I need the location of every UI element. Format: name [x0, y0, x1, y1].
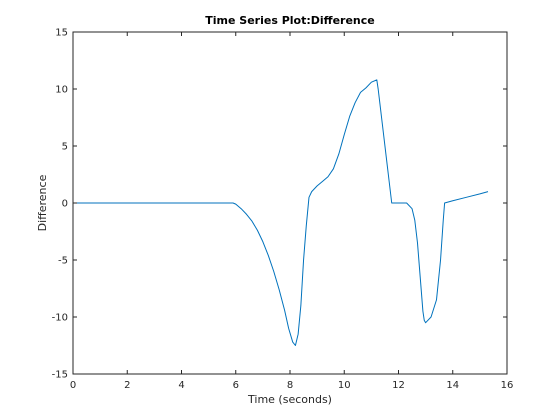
y-tick-label: -5 — [58, 256, 68, 267]
y-tick-label: 5 — [62, 142, 68, 153]
y-axis-label: Difference — [36, 174, 49, 231]
y-tick-label: 0 — [62, 199, 68, 210]
series-line — [73, 79, 489, 346]
x-tick-label: 16 — [501, 380, 514, 391]
x-tick-label: 0 — [70, 380, 76, 391]
x-tick-label: 2 — [124, 380, 130, 391]
y-tick-label: -10 — [52, 313, 68, 324]
y-tick-label: 10 — [55, 85, 68, 96]
chart-title: Time Series Plot:Difference — [205, 14, 374, 27]
x-tick-label: 14 — [446, 380, 459, 391]
x-axis-label: Time (seconds) — [247, 393, 332, 406]
series-layer — [73, 79, 489, 346]
x-tick-label: 10 — [338, 380, 351, 391]
x-tick-label: 6 — [233, 380, 239, 391]
x-tick-label: 12 — [392, 380, 405, 391]
y-tick-label: 15 — [55, 28, 68, 39]
y-axis-ticks: -15 -10 -5 0 5 10 15 — [52, 28, 507, 381]
x-axis-ticks: 0 2 4 6 8 10 12 14 16 — [70, 32, 514, 391]
x-tick-label: 4 — [178, 380, 184, 391]
x-tick-label: 8 — [287, 380, 293, 391]
y-tick-label: -15 — [52, 370, 68, 381]
